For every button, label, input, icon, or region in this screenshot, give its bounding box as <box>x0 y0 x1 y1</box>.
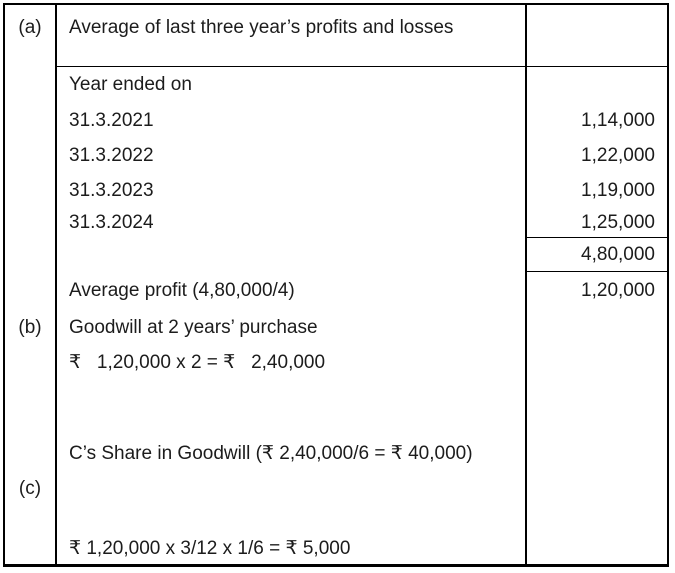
row-label <box>5 103 55 138</box>
row-amount <box>525 436 667 472</box>
row-desc <box>55 238 525 272</box>
row-desc: Goodwill calculated at the time of death… <box>55 380 525 436</box>
row-label <box>5 272 55 310</box>
table-row: 31.3.2023 1,19,000 <box>5 173 667 208</box>
table-row: Year ended on <box>5 67 667 103</box>
row-label <box>5 380 55 436</box>
table-header-row: (a) Average of last three year’s profits… <box>5 5 667 67</box>
row-desc: 31.3.2023 <box>55 173 525 208</box>
row-amount: 1,20,000 <box>525 272 667 310</box>
goodwill-calculation-table: (a) Average of last three year’s profits… <box>3 3 669 567</box>
row-desc: Goodwill at 2 years’ purchase <box>55 310 525 345</box>
item-label-b: (b) <box>18 316 42 338</box>
table-row: Average profit (4,80,000/4) 1,20,000 <box>5 272 667 310</box>
row-amount: 1,14,000 <box>525 103 667 138</box>
header-amount-column: Profit/(loss) (₹) <box>525 5 667 67</box>
row-label <box>5 173 55 208</box>
table-row: 31.3.2024 1,25,000 <box>5 208 667 238</box>
table-row: ₹ 1,20,000 x 2 = ₹ 2,40,000 <box>5 345 667 380</box>
row-desc: Average profit (4,80,000/4) <box>55 272 525 310</box>
item-label-c: (c) <box>18 478 42 499</box>
total-amount: 4,80,000 <box>525 238 667 272</box>
row-amount <box>525 310 667 345</box>
row-label <box>5 530 55 567</box>
row-desc: C’s Share in Goodwill (₹ 2,40,000/6 = ₹ … <box>55 436 525 472</box>
row-label <box>5 345 55 380</box>
table-row: C’s Share in Goodwill (₹ 2,40,000/6 = ₹ … <box>5 436 667 472</box>
table-row: 31.3.2022 1,22,000 <box>5 138 667 173</box>
row-desc: Year ended on <box>55 67 525 103</box>
row-label <box>5 138 55 173</box>
table-row: (b) Goodwill at 2 years’ purchase <box>5 310 667 345</box>
row-label <box>5 436 55 472</box>
row-amount <box>525 345 667 380</box>
row-label <box>5 67 55 103</box>
row-desc: C’s share of profits from the period 1.4… <box>55 472 525 530</box>
row-amount <box>525 530 667 567</box>
row-desc: 31.3.2024 <box>55 208 525 238</box>
row-amount: 1,22,000 <box>525 138 667 173</box>
header-title: Average of last three year’s profits and… <box>55 5 525 67</box>
row-amount <box>525 380 667 436</box>
row-desc: ₹ 1,20,000 x 2 = ₹ 2,40,000 <box>55 345 525 380</box>
table-row: Goodwill calculated at the time of death… <box>5 380 667 436</box>
row-desc: 31.3.2022 <box>55 138 525 173</box>
row-label <box>5 208 55 238</box>
row-amount: 1,25,000 <box>525 208 667 238</box>
row-amount: 1,19,000 <box>525 173 667 208</box>
table-row: (c) C’s share of profits from the period… <box>5 472 667 530</box>
table-row: 31.3.2021 1,14,000 <box>5 103 667 138</box>
table-row: ₹ 1,20,000 x 3/12 x 1/6 = ₹ 5,000 <box>5 530 667 567</box>
row-desc: ₹ 1,20,000 x 3/12 x 1/6 = ₹ 5,000 <box>55 530 525 567</box>
row-amount <box>525 472 667 530</box>
table-row-total: 4,80,000 <box>5 238 667 272</box>
row-label <box>5 238 55 272</box>
row-amount <box>525 67 667 103</box>
item-label-a: (a) <box>18 17 42 38</box>
row-desc: 31.3.2021 <box>55 103 525 138</box>
